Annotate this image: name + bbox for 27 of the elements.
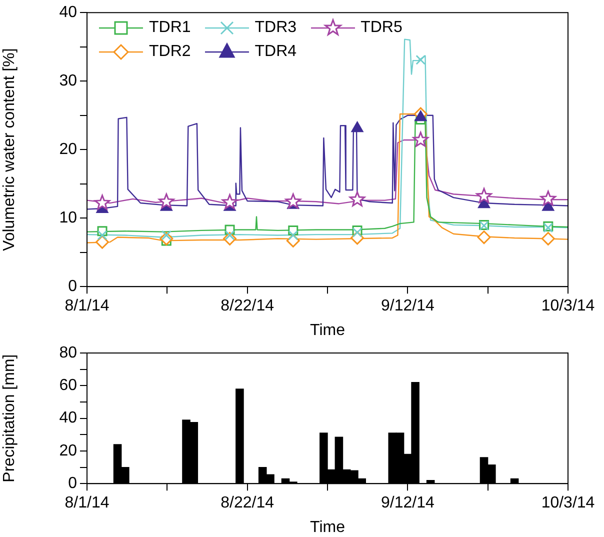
y-tick-label: 10 [59, 210, 78, 227]
x-tick-label: 8/1/14 [64, 298, 110, 315]
legend-label: TDR2 [149, 42, 191, 62]
y-tick-label: 0 [68, 475, 78, 492]
y-tick-label: 40 [59, 410, 78, 427]
x-tick-label: 8/1/14 [64, 494, 110, 512]
y-axis-title: Precipitation [mm] [1, 354, 18, 482]
y-tick-label: 80 [59, 344, 78, 362]
y-tick-label: 0 [68, 278, 78, 296]
x-tick-label: 9/12/14 [380, 494, 434, 512]
y-tick-label: 20 [59, 141, 78, 158]
y-tick-label: 60 [59, 377, 78, 394]
legend-label: TDR5 [360, 18, 402, 38]
legend-label: TDR3 [254, 18, 297, 38]
y-tick-label: 30 [59, 72, 78, 90]
x-axis-title: Time [310, 322, 346, 339]
y-tick-label: 40 [59, 4, 78, 22]
x-tick-label: 9/12/14 [380, 298, 434, 315]
x-tick-label: 10/3/14 [541, 494, 595, 512]
x-tick-label: 8/22/14 [220, 494, 274, 512]
x-tick-label: 10/3/14 [541, 298, 595, 315]
y-axis-title: Volumetric water content [%] [1, 48, 18, 251]
y-tick-label: 20 [59, 442, 78, 460]
legend-label: TDR4 [254, 42, 297, 62]
legend-label: TDR1 [149, 18, 191, 38]
x-tick-label: 8/22/14 [220, 298, 274, 315]
x-axis-title: Time [310, 518, 346, 536]
